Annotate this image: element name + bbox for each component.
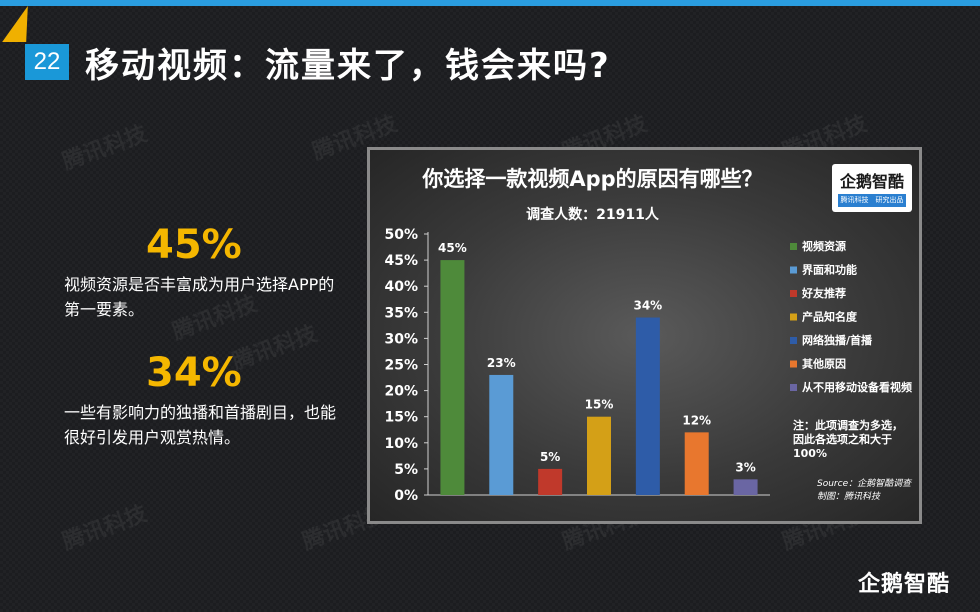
top-accent-bar (0, 0, 980, 6)
bar (635, 317, 660, 495)
legend-swatch (790, 384, 797, 391)
legend-label: 视频资源 (802, 239, 846, 253)
y-tick-label: 15% (384, 410, 418, 426)
y-tick-label: 25% (384, 358, 418, 374)
chart-note: 注：此项调查为多选，因此各选项之和大于100% (793, 419, 903, 460)
legend-swatch (790, 290, 797, 297)
legend-swatch (790, 266, 797, 274)
bar-chart: 0% 5% 10% 15% 20% 25% 30% 35% 40% 45% 50% 45% 23% 5% 1… (384, 227, 912, 504)
logo-subtitle: 腾讯科技 研究出品 (838, 194, 906, 207)
bar-value-label: 3% (735, 460, 755, 474)
bar-value-label: 12% (682, 413, 711, 427)
chart-subtitle: 调查人数：21911人 (526, 207, 659, 223)
bar (538, 468, 563, 495)
legend-swatch (790, 243, 797, 250)
bar-value-label: 45% (438, 241, 467, 255)
page-number: 22 (25, 44, 69, 80)
stat-value-1: 45% (146, 222, 242, 268)
brand-logo: 企鹅智酷 (858, 572, 951, 597)
y-tick-label: 35% (384, 305, 418, 321)
y-tick-label: 20% (384, 384, 418, 400)
chart-panel: 你选择一款视频App的原因有哪些？ 调查人数：21911人 企鹅智酷 腾讯科技 … (367, 147, 922, 524)
y-tick-label: 40% (384, 279, 418, 295)
bar-value-label: 34% (633, 299, 662, 313)
stat-description-1: 视频资源是否丰富成为用户选择APP的第一要素。 (64, 275, 335, 319)
legend-swatch (790, 313, 797, 321)
bar-value-label: 5% (540, 450, 560, 464)
yellow-accent-shape (2, 6, 34, 42)
source-line-2: 制图：腾讯科技 (817, 492, 881, 502)
legend-label: 其他原因 (802, 357, 846, 371)
stat-description-2: 一些有影响力的独播和首播剧目，也能很好引发用户观赏热情。 (64, 403, 337, 447)
legend-swatch (790, 360, 797, 368)
y-tick-label: 45% (384, 253, 418, 269)
legend-label: 从不用移动设备看视频 (802, 380, 912, 394)
legend-label: 网络独播/首播 (802, 333, 873, 347)
bar-value-label: 23% (487, 356, 516, 370)
legend-label: 界面和功能 (802, 263, 857, 277)
y-tick-label: 5% (394, 462, 418, 478)
y-tick-label: 30% (384, 331, 418, 347)
chart-source: Source：企鹅智酷调查 制图：腾讯科技 (817, 478, 911, 504)
chart-title: 你选择一款视频App的原因有哪些？ (422, 167, 763, 191)
stat-value-2: 34% (146, 350, 242, 396)
source-line-1: Source：企鹅智酷调查 (817, 479, 912, 489)
bar (489, 374, 514, 495)
bar (587, 416, 611, 495)
logo-name: 企鹅智酷 (839, 172, 904, 191)
y-tick-label: 10% (384, 436, 418, 452)
page-title: 移动视频：流量来了，钱会来吗? (85, 46, 611, 86)
y-tick-label: 50% (384, 227, 418, 243)
legend-swatch (790, 337, 797, 344)
bar (440, 260, 465, 495)
watermark-text: 腾讯科技 (59, 501, 151, 556)
bar (684, 432, 709, 495)
survey-logo: 企鹅智酷 腾讯科技 研究出品 (832, 164, 912, 212)
y-tick-label: 0% (394, 488, 418, 504)
legend-label: 好友推荐 (801, 286, 846, 300)
bar (733, 479, 758, 495)
watermark-text: 腾讯科技 (59, 121, 151, 176)
bar-value-label: 15% (585, 398, 614, 412)
legend-label: 产品知名度 (802, 310, 858, 324)
